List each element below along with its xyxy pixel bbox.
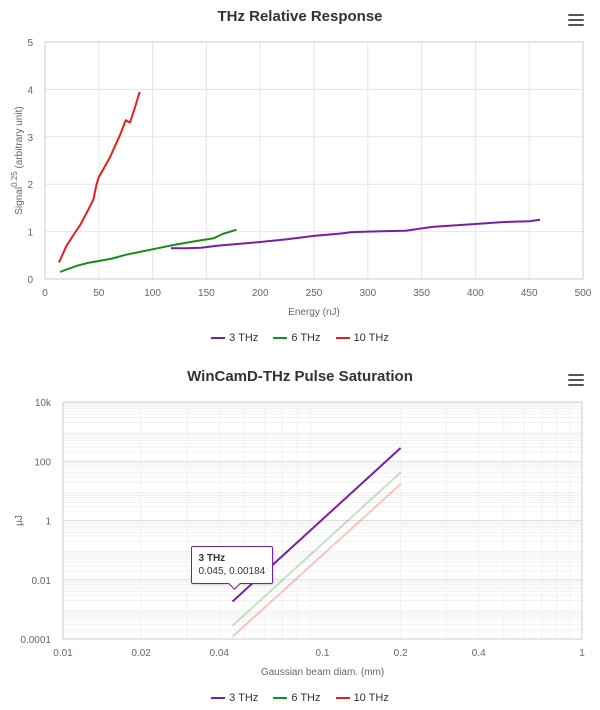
tooltip-value: 0.045, 0.00184 xyxy=(198,565,266,577)
plot-border xyxy=(44,41,584,280)
x-axis-label: Gaussian beam diam. (mm) xyxy=(261,667,384,678)
chart-title: WinCamD-THz Pulse Saturation xyxy=(187,368,413,385)
x-tick-label: 0.4 xyxy=(472,648,486,659)
series-line-10thz xyxy=(231,483,402,638)
chart-legend: 3 THz 6 THz 10 THz xyxy=(0,332,600,344)
series-line-3thz xyxy=(170,218,541,250)
x-tick-label: 0.04 xyxy=(210,648,230,659)
plot-border xyxy=(62,401,583,640)
x-tick-label: 250 xyxy=(306,288,323,299)
y-tick-label: 4 xyxy=(27,85,33,96)
y-tick-label: 0.01 xyxy=(32,576,52,587)
y-tick-label: 0 xyxy=(27,275,33,286)
x-tick-label: 50 xyxy=(93,288,105,299)
legend-item-3thz[interactable]: 3 THz xyxy=(211,332,258,344)
x-tick-label: 200 xyxy=(252,288,269,299)
y-axis-label: Signal0.25 (arbitrary unit) xyxy=(10,106,25,214)
legend-label: 6 THz xyxy=(291,332,321,344)
y-tick-label: 100 xyxy=(34,457,51,468)
chart-title: THz Relative Response xyxy=(217,8,383,25)
x-tick-label: 100 xyxy=(144,288,161,299)
y-axis-label: μJ xyxy=(14,515,25,526)
y-tick-label: 3 xyxy=(27,133,33,144)
series-line-6thz xyxy=(231,471,402,627)
y-tick-label: 0.0001 xyxy=(20,635,51,646)
x-tick-label: 400 xyxy=(467,288,484,299)
data-tooltip: 3 THz 0.045, 0.00184 xyxy=(190,545,274,590)
legend-item-6thz[interactable]: 6 THz xyxy=(273,692,321,704)
tooltip-title: 3 THz xyxy=(198,552,226,564)
y-tick-label: 10k xyxy=(35,398,52,409)
legend-label: 10 THz xyxy=(353,692,389,704)
x-tick-label: 150 xyxy=(198,288,215,299)
x-tick-label: 300 xyxy=(359,288,376,299)
legend-item-3thz[interactable]: 3 THz xyxy=(211,692,258,704)
series-line-6thz xyxy=(59,228,237,273)
x-tick-label: 0.1 xyxy=(316,648,330,659)
hamburger-menu-icon[interactable] xyxy=(568,14,584,27)
x-tick-label: 500 xyxy=(575,288,592,299)
chart-legend: 3 THz 6 THz 10 THz xyxy=(0,692,600,704)
legend-label: 6 THz xyxy=(291,692,321,704)
series-line-10thz xyxy=(58,91,141,263)
legend-label: 3 THz xyxy=(229,332,259,344)
x-tick-label: 0 xyxy=(42,288,48,299)
x-axis-label: Energy (nJ) xyxy=(288,307,340,318)
chart-panel-pulse-saturation: WinCamD-THz Pulse Saturation 0.0001 0.01 1… xyxy=(0,360,600,710)
x-tick-label: 0.02 xyxy=(131,648,151,659)
legend-item-10thz[interactable]: 10 THz xyxy=(335,692,389,704)
y-tick-label: 1 xyxy=(45,517,51,528)
x-tick-label: 450 xyxy=(521,288,538,299)
chart-panel-relative-response: THz Relative Response 0 1 2 3 4 5 0 50 100 150 200… xyxy=(0,8,600,344)
legend-item-6thz[interactable]: 6 THz xyxy=(273,332,321,344)
x-tick-label: 350 xyxy=(413,288,430,299)
x-tick-label: 0.01 xyxy=(53,648,73,659)
y-tick-label: 5 xyxy=(27,38,33,49)
legend-label: 10 THz xyxy=(353,332,389,344)
legend-item-10thz[interactable]: 10 THz xyxy=(335,332,389,344)
legend-label: 3 THz xyxy=(229,692,259,704)
x-tick-label: 0.2 xyxy=(394,648,408,659)
y-tick-label: 2 xyxy=(27,180,33,191)
x-tick-label: 1 xyxy=(579,648,585,659)
y-tick-label: 1 xyxy=(27,228,33,239)
hamburger-menu-icon[interactable] xyxy=(568,374,584,387)
